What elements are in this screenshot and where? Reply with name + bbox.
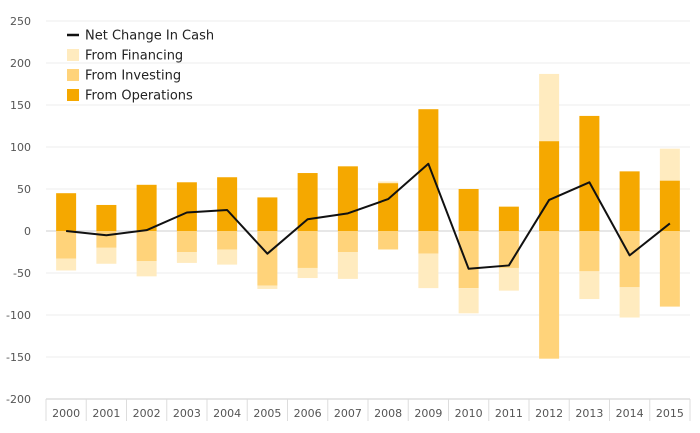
bar-from-financing-2000 <box>56 258 77 271</box>
bar-from-investing-2002 <box>136 231 157 262</box>
y-tick-label: 100 <box>10 141 31 154</box>
bars <box>56 73 680 359</box>
bar-from-operations-2003 <box>176 182 197 231</box>
net-change-line-layer <box>66 162 671 270</box>
bar-from-operations-2006 <box>297 173 318 231</box>
bar-from-operations-2009 <box>418 109 439 231</box>
x-tick-label: 2001 <box>92 407 120 420</box>
bar-from-investing-2003 <box>176 231 197 252</box>
bar-from-operations-2001 <box>96 204 117 231</box>
x-tick-label: 2014 <box>616 407 644 420</box>
bar-from-financing-2013 <box>579 271 600 300</box>
bar-from-operations-2015 <box>659 180 680 231</box>
bar-from-financing-2009 <box>418 253 439 289</box>
legend: Net Change In Cash From Financing From Inv… <box>67 29 214 104</box>
bar-from-operations-2013 <box>579 115 600 231</box>
bar-from-financing-2004 <box>217 249 238 265</box>
y-tick-label: -50 <box>13 267 31 280</box>
x-tick-label: 2012 <box>535 407 563 420</box>
legend-swatch <box>67 69 79 81</box>
x-tick-label: 2011 <box>495 407 523 420</box>
x-tick-label: 2002 <box>133 407 161 420</box>
y-tick-label: -200 <box>6 393 31 406</box>
bar-from-financing-2007 <box>337 252 358 279</box>
bar-from-financing-2015 <box>659 148 680 181</box>
bar-from-investing-2008 <box>378 231 399 250</box>
y-tick-label: 0 <box>24 225 31 238</box>
legend-label: From Investing <box>85 69 181 84</box>
bar-from-operations-2014 <box>619 171 640 231</box>
legend-swatch <box>67 49 79 61</box>
bar-from-investing-2014 <box>619 231 640 288</box>
x-tick-label: 2007 <box>334 407 362 420</box>
bar-from-investing-2015 <box>659 231 680 307</box>
bar-from-financing-2001 <box>96 247 117 264</box>
bar-from-investing-2005 <box>257 231 278 286</box>
x-tick-label: 2013 <box>575 407 603 420</box>
bar-from-financing-2008 <box>378 181 399 184</box>
x-axis: 2000 2001 2002 2003 2004 2005 2006 2007 2008 2009… <box>45 398 691 421</box>
bar-from-financing-2005 <box>257 285 278 289</box>
y-tick-label: 250 <box>10 15 31 28</box>
bar-from-financing-2012 <box>539 73 560 142</box>
bar-from-operations-2004 <box>217 177 238 231</box>
bar-from-financing-2002 <box>136 261 157 277</box>
x-tick-label: 2008 <box>374 407 402 420</box>
bar-from-financing-2006 <box>297 267 318 279</box>
x-tick-label: 2009 <box>414 407 442 420</box>
bar-from-financing-2010 <box>458 288 479 314</box>
legend-label: From Financing <box>85 49 183 64</box>
bar-from-operations-2007 <box>337 166 358 231</box>
bar-from-investing-2009 <box>418 231 439 254</box>
bar-from-operations-2002 <box>136 184 157 231</box>
x-tick-label: 2004 <box>213 407 241 420</box>
x-tick-label: 2010 <box>455 407 483 420</box>
bar-from-operations-2008 <box>378 183 399 231</box>
x-tick-label: 2003 <box>173 407 201 420</box>
bar-from-operations-2012 <box>539 141 560 231</box>
bar-from-financing-2003 <box>176 252 197 263</box>
bar-from-operations-2010 <box>458 189 479 231</box>
bar-from-financing-2014 <box>619 287 640 318</box>
net-change-line <box>66 162 671 270</box>
y-tick-label: 50 <box>17 183 31 196</box>
bar-from-investing-2013 <box>579 231 600 272</box>
bar-from-investing-2007 <box>337 231 358 252</box>
x-tick-label: 2006 <box>294 407 322 420</box>
x-tick-label: 2000 <box>52 407 80 420</box>
bar-from-investing-2012 <box>539 231 560 359</box>
y-tick-label: -150 <box>6 351 31 364</box>
bar-from-operations-2011 <box>498 206 519 231</box>
bar-from-investing-2000 <box>56 231 77 259</box>
legend-swatch <box>67 89 79 101</box>
bar-from-investing-2006 <box>297 231 318 268</box>
bar-from-investing-2011 <box>498 231 519 268</box>
x-tick-label: 2015 <box>656 407 684 420</box>
x-tick-label: 2005 <box>253 407 281 420</box>
y-axis: 250 200 150 100 50 0 -50 -100 -150 -200 <box>6 15 31 406</box>
legend-label: Net Change In Cash <box>85 29 214 44</box>
y-tick-label: 150 <box>10 99 31 112</box>
bar-from-operations-2005 <box>257 197 278 231</box>
y-tick-label: 200 <box>10 57 31 70</box>
y-tick-label: -100 <box>6 309 31 322</box>
legend-label: From Operations <box>85 89 193 104</box>
bar-from-investing-2010 <box>458 231 479 289</box>
bar-from-investing-2004 <box>217 231 238 250</box>
bar-from-operations-2000 <box>56 193 77 231</box>
bar-from-financing-2011 <box>498 267 519 291</box>
